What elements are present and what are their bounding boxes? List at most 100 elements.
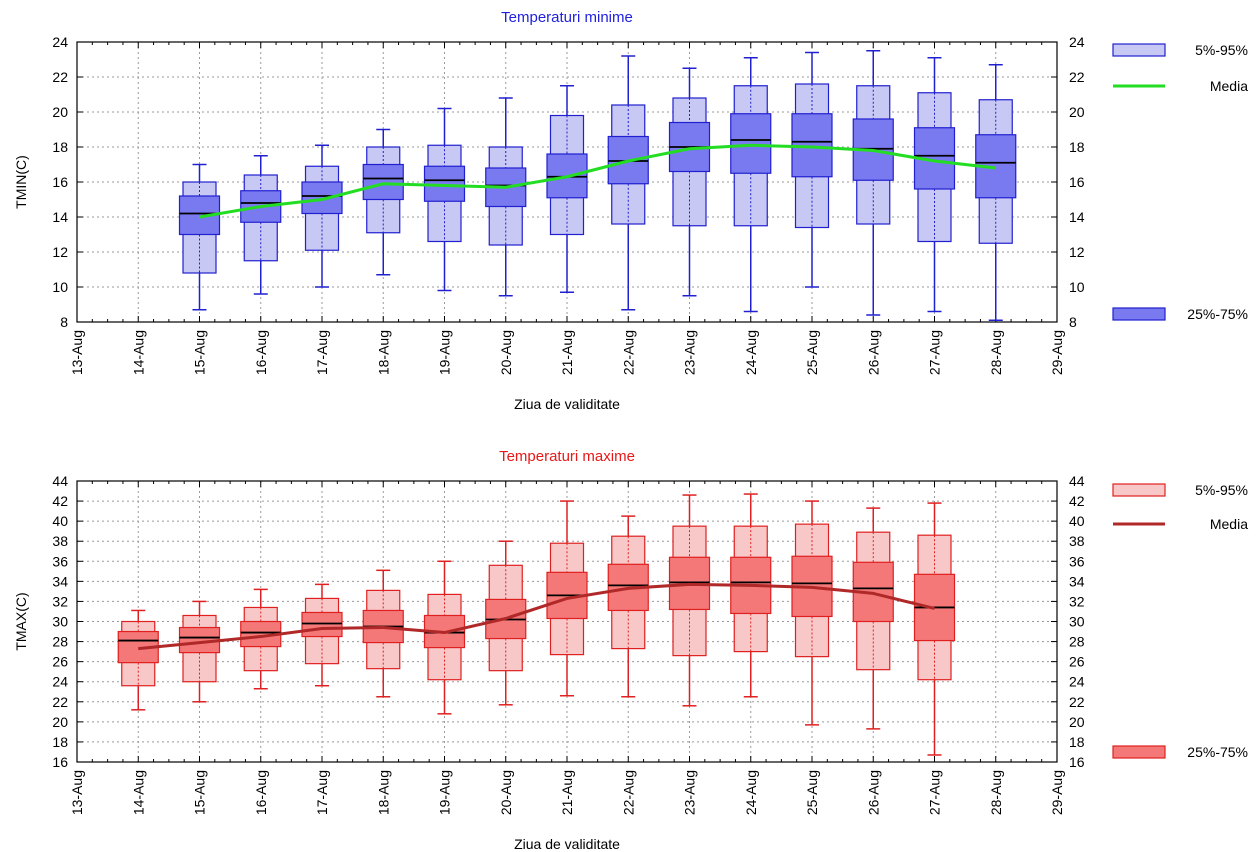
y-tick-label-right: 34 — [1069, 573, 1085, 589]
y-tick-label: 18 — [52, 139, 68, 155]
y-tick-label: 36 — [52, 553, 68, 569]
legend-label-inner: 25%-75% — [1187, 306, 1248, 322]
box-q1-q3 — [730, 113, 772, 174]
y-tick-label: 16 — [52, 754, 68, 770]
x-tick-label: 23-Aug — [682, 330, 698, 375]
x-tick-label: 18-Aug — [375, 330, 391, 375]
y-tick-label: 38 — [52, 533, 68, 549]
x-tick-label: 29-Aug — [1049, 770, 1065, 815]
box-plot-item — [607, 55, 649, 311]
box-plot-item — [913, 502, 956, 756]
y-tick-label: 32 — [52, 593, 68, 609]
chart-title: Temperaturi maxime — [499, 448, 635, 465]
mean-line — [138, 582, 935, 651]
y-tick-label-right: 10 — [1069, 279, 1085, 295]
y-tick-label-right: 18 — [1069, 139, 1085, 155]
y-tick-label: 24 — [52, 34, 68, 50]
y-tick-label: 22 — [52, 694, 68, 710]
box-plot-item — [301, 583, 343, 687]
plot-frame — [76, 41, 1058, 323]
box-plot-item — [668, 67, 711, 297]
x-tick-label: 15-Aug — [192, 330, 208, 375]
x-axis-title: Ziua de validitate — [514, 396, 620, 412]
y-tick-label: 22 — [52, 69, 68, 85]
legend-swatch-inner — [1112, 745, 1166, 759]
y-tick-label: 26 — [52, 654, 68, 670]
box-plot-item — [730, 57, 772, 313]
box-plot-item — [852, 507, 894, 730]
y-tick-label: 44 — [52, 473, 68, 489]
x-tick-label: 14-Aug — [130, 770, 146, 815]
y-tick-label-right: 22 — [1069, 694, 1085, 710]
box-plot-item — [362, 128, 404, 276]
x-tick-label: 13-Aug — [69, 770, 85, 815]
y-tick-label-right: 38 — [1069, 533, 1085, 549]
box-plot-item — [913, 57, 956, 313]
box-plot-item — [730, 493, 772, 698]
x-tick-label: 28-Aug — [988, 770, 1004, 815]
y-tick-label-right: 8 — [1069, 314, 1077, 330]
y-tick-label: 34 — [52, 573, 68, 589]
x-tick-label: 16-Aug — [253, 770, 269, 815]
y-tick-label-right: 36 — [1069, 553, 1085, 569]
y-tick-label-right: 24 — [1069, 34, 1085, 50]
y-tick-label-right: 20 — [1069, 714, 1085, 730]
legend-label-mean: Media — [1210, 78, 1248, 94]
x-tick-label: 15-Aug — [192, 770, 208, 815]
y-tick-label: 20 — [52, 714, 68, 730]
legend-swatch-outer — [1112, 483, 1166, 497]
legend-label-inner: 25%-75% — [1187, 744, 1248, 760]
box-plot-item — [178, 163, 221, 311]
x-tick-label: 26-Aug — [865, 330, 881, 375]
x-tick-label: 25-Aug — [804, 770, 820, 815]
y-tick-label: 10 — [52, 279, 68, 295]
y-tick-label-right: 42 — [1069, 493, 1085, 509]
x-tick-label: 22-Aug — [620, 330, 636, 375]
y-tick-label: 28 — [52, 634, 68, 650]
x-tick-label: 27-Aug — [927, 770, 943, 815]
box-plot-item — [423, 560, 466, 715]
y-tick-label: 30 — [52, 614, 68, 630]
box-plot-item — [178, 600, 221, 703]
y-tick-label-right: 24 — [1069, 674, 1085, 690]
y-tick-label: 40 — [52, 513, 68, 529]
y-tick-label-right: 20 — [1069, 104, 1085, 120]
x-tick-label: 28-Aug — [988, 330, 1004, 375]
x-tick-label: 22-Aug — [620, 770, 636, 815]
y-axis-title: TMIN(C) — [13, 155, 29, 209]
y-tick-label-right: 16 — [1069, 754, 1085, 770]
legend-swatch-inner — [1112, 307, 1166, 321]
box-plot-item — [117, 609, 159, 711]
y-tick-label-right: 22 — [1069, 69, 1085, 85]
y-tick-label: 20 — [52, 104, 68, 120]
y-tick-label-right: 12 — [1069, 244, 1085, 260]
y-tick-label: 12 — [52, 244, 68, 260]
box-plot-item — [668, 494, 711, 707]
box-q1-q3 — [301, 181, 343, 215]
box-plot-item — [852, 50, 894, 316]
y-tick-label-right: 30 — [1069, 614, 1085, 630]
x-tick-label: 14-Aug — [130, 330, 146, 375]
y-tick-label-right: 32 — [1069, 593, 1085, 609]
legend-swatch-outer — [1112, 43, 1166, 57]
x-tick-label: 21-Aug — [559, 330, 575, 375]
mean-line — [199, 143, 996, 219]
box-q1-q3 — [362, 163, 404, 201]
x-tick-label: 18-Aug — [375, 770, 391, 815]
box-plot-item — [240, 588, 282, 690]
y-tick-label: 14 — [52, 209, 68, 225]
x-tick-label: 13-Aug — [69, 330, 85, 375]
y-tick-label: 16 — [52, 174, 68, 190]
box-plot-item — [423, 107, 466, 292]
legend-label-mean: Media — [1210, 516, 1248, 532]
y-tick-label-right: 44 — [1069, 473, 1085, 489]
y-tick-label-right: 16 — [1069, 174, 1085, 190]
chart-panel-2: Temperaturi maxime 16 16 18 18 20 20 22 22 24 24 26… — [13, 448, 1248, 852]
plot-frame — [76, 480, 1058, 763]
x-tick-label: 16-Aug — [253, 330, 269, 375]
x-tick-label: 29-Aug — [1049, 330, 1065, 375]
box-plot-item — [975, 64, 1017, 321]
y-tick-label-right: 40 — [1069, 513, 1085, 529]
